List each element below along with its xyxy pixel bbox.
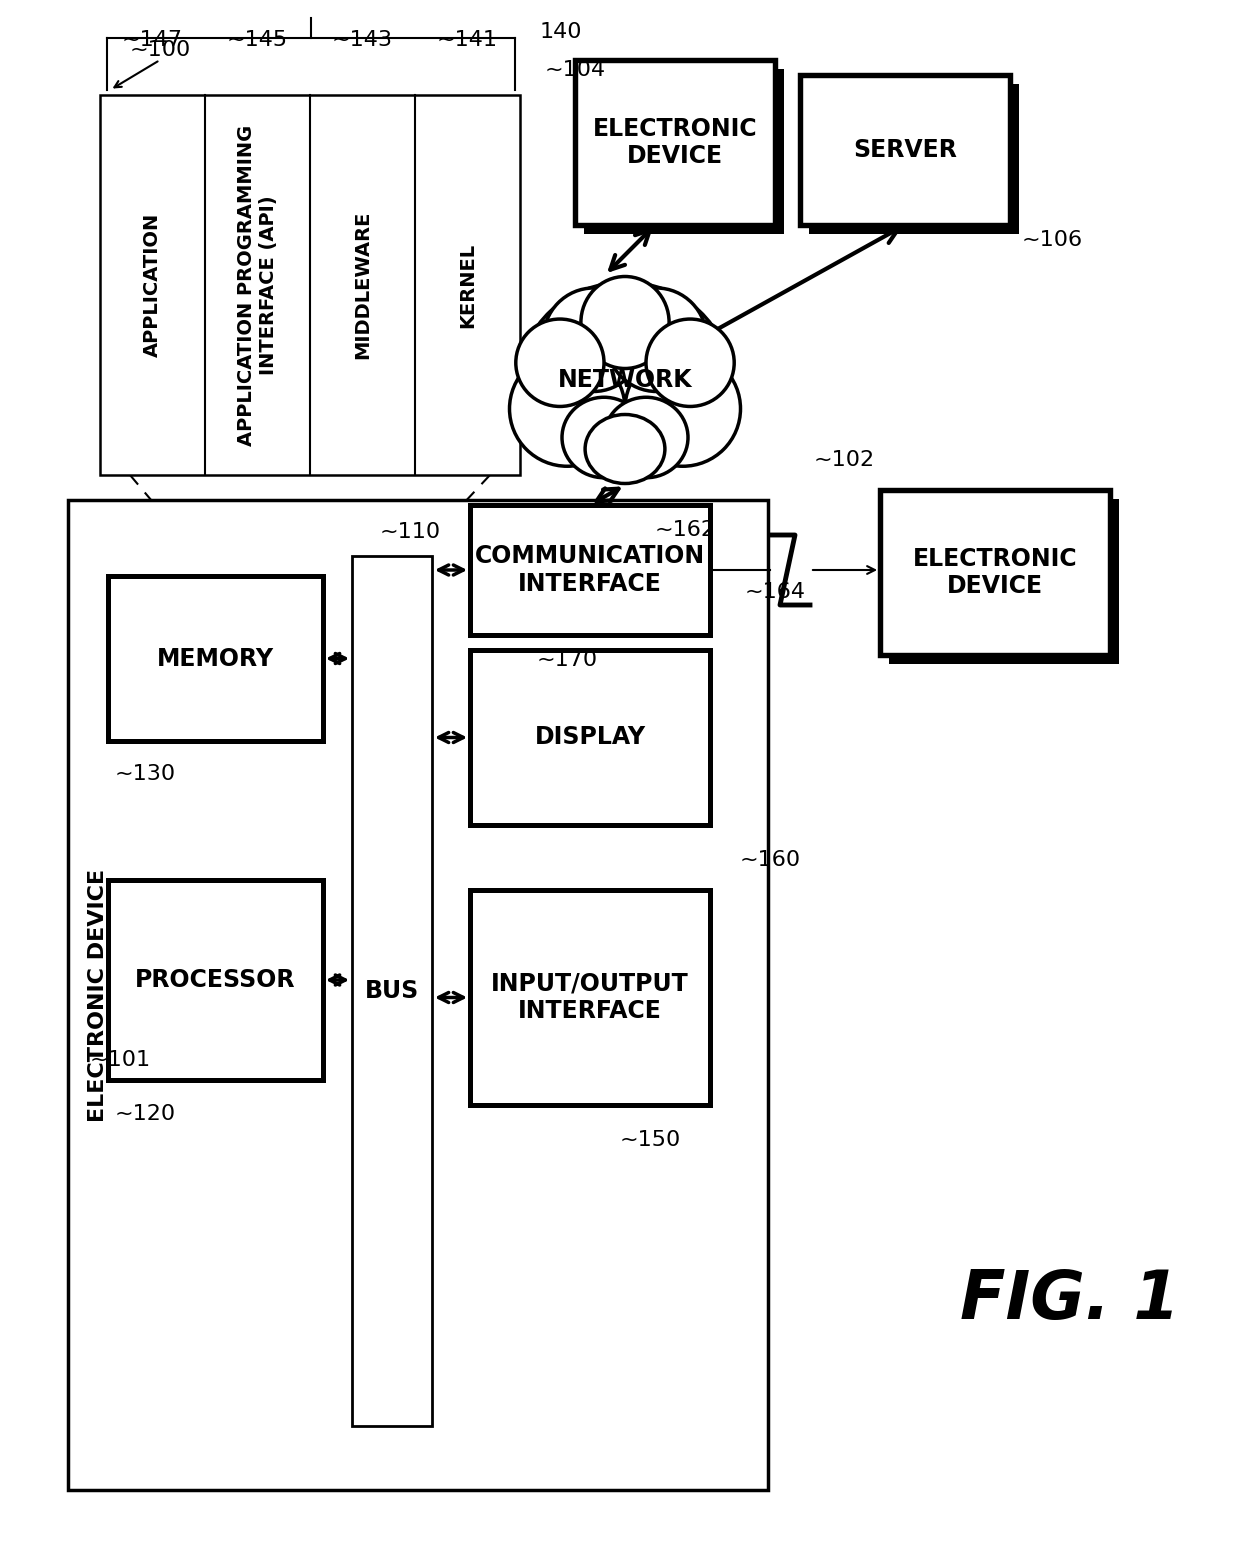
Text: ~110: ~110 — [379, 522, 441, 542]
Text: ~170: ~170 — [537, 650, 598, 671]
Bar — [108, 577, 322, 741]
Bar — [479, 660, 719, 834]
Text: ~106: ~106 — [1022, 230, 1083, 251]
Bar — [470, 650, 711, 824]
Text: ~141: ~141 — [436, 30, 498, 50]
Ellipse shape — [646, 320, 734, 406]
Text: ~150: ~150 — [620, 1130, 681, 1150]
Text: 140: 140 — [539, 22, 583, 42]
Text: KERNEL: KERNEL — [458, 243, 477, 328]
Bar — [479, 514, 719, 644]
Text: COMMUNICATION
INTERFACE: COMMUNICATION INTERFACE — [475, 544, 706, 595]
Text: INPUT/OUTPUT
INTERFACE: INPUT/OUTPUT INTERFACE — [491, 972, 689, 1023]
Bar — [117, 584, 332, 751]
Text: APPLICATION: APPLICATION — [143, 213, 162, 357]
Text: BUS: BUS — [365, 979, 419, 1003]
Ellipse shape — [510, 351, 625, 467]
Bar — [117, 888, 332, 1089]
Bar — [470, 890, 711, 1105]
Text: MIDDLEWARE: MIDDLEWARE — [353, 212, 372, 359]
Bar — [889, 498, 1118, 664]
Text: ELECTRONIC
DEVICE: ELECTRONIC DEVICE — [913, 547, 1078, 599]
Text: ~160: ~160 — [740, 849, 801, 870]
Text: ~101: ~101 — [91, 1050, 151, 1070]
Text: ~130: ~130 — [115, 765, 176, 784]
Text: ~104: ~104 — [546, 60, 606, 80]
Text: FIG. 1: FIG. 1 — [960, 1268, 1180, 1334]
Text: ~100: ~100 — [130, 41, 191, 60]
Text: ~164: ~164 — [745, 581, 806, 602]
Text: ELECTRONIC DEVICE: ELECTRONIC DEVICE — [88, 868, 108, 1122]
Text: ~120: ~120 — [115, 1105, 176, 1124]
Ellipse shape — [625, 351, 740, 467]
Ellipse shape — [562, 398, 646, 478]
Ellipse shape — [606, 288, 707, 392]
Ellipse shape — [604, 398, 688, 478]
Text: ~147: ~147 — [122, 30, 184, 50]
Text: ~162: ~162 — [655, 520, 715, 541]
Text: APPLICATION PROGRAMMING
INTERFACE (API): APPLICATION PROGRAMMING INTERFACE (API) — [237, 124, 278, 445]
Ellipse shape — [585, 415, 665, 484]
Text: DISPLAY: DISPLAY — [534, 726, 646, 749]
Bar — [100, 96, 520, 475]
Text: ~143: ~143 — [332, 30, 393, 50]
Bar — [880, 490, 1110, 655]
Bar — [479, 899, 719, 1114]
Bar — [575, 60, 775, 226]
Ellipse shape — [516, 320, 604, 406]
Bar — [808, 85, 1019, 233]
Text: ~145: ~145 — [227, 30, 288, 50]
Bar — [68, 500, 768, 1490]
Bar — [352, 556, 432, 1426]
Text: ELECTRONIC
DEVICE: ELECTRONIC DEVICE — [593, 116, 758, 168]
Bar — [108, 881, 322, 1080]
Text: ~102: ~102 — [813, 450, 875, 470]
Bar — [800, 75, 1011, 226]
Text: SERVER: SERVER — [853, 138, 957, 161]
Ellipse shape — [520, 282, 730, 478]
Bar — [584, 69, 784, 233]
Bar — [470, 505, 711, 635]
Ellipse shape — [543, 288, 644, 392]
Text: MEMORY: MEMORY — [157, 647, 274, 671]
Text: PROCESSOR: PROCESSOR — [135, 968, 296, 992]
Text: NETWORK: NETWORK — [558, 368, 692, 392]
Ellipse shape — [580, 276, 670, 368]
